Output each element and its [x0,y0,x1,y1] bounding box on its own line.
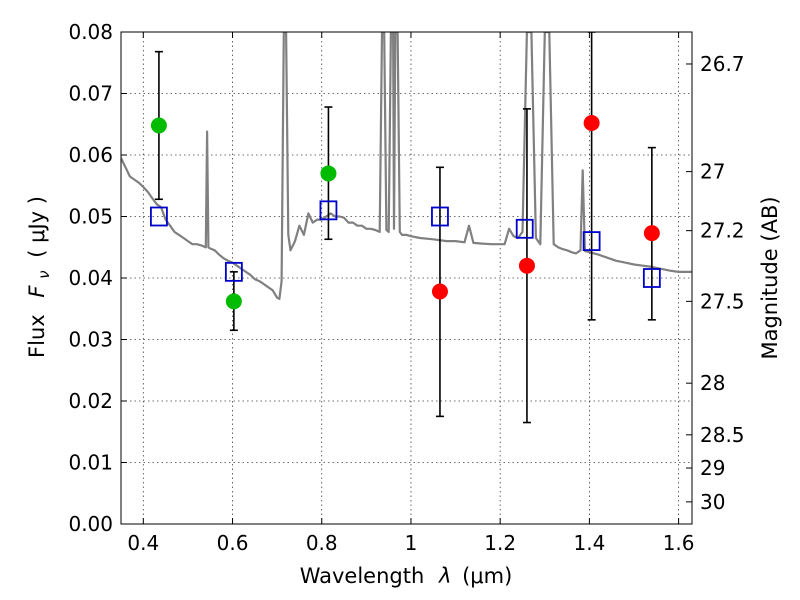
x-tick-label: 1.6 [663,531,695,555]
y2-tick-label: 29 [700,456,725,480]
y-tick-label: 0.06 [68,143,113,167]
y-axis-ticks: 0.00 0.01 0.02 0.03 0.04 0.05 0.06 0.07 0.08 [68,20,127,536]
y-tick-label: 0.00 [68,512,113,536]
green-data-point [150,117,167,134]
red-data-point [431,283,448,300]
y-tick-label: 0.07 [68,82,113,106]
y2-tick-label: 30 [700,490,725,514]
model-square-marker [224,261,243,282]
markers [150,115,661,310]
y-tick-label: 0.02 [68,389,113,413]
y2-tick-label: 27.5 [700,289,745,313]
x-tick-label: 0.4 [127,531,159,555]
y-tick-label: 0.01 [68,451,113,475]
x-axis-label: Wavelength λ (μm) [300,564,513,588]
y2-tick-label: 27.2 [700,219,745,243]
x-axis-ticks: 0.4 0.6 0.8 1 1.2 1.4 1.6 [127,32,695,555]
y-axis-label: Flux F ν ( μJy ) [25,196,54,358]
model-square-marker [431,206,449,227]
y2-tick-label: 26.7 [700,52,745,76]
green-data-point [225,293,242,310]
x-tick-label: 0.8 [306,531,338,555]
y-tick-label: 0.08 [68,20,113,44]
model-square-marker [515,218,534,239]
green-data-point [320,165,337,182]
y2-tick-label: 27 [700,160,725,184]
model-square-marker [319,200,338,221]
red-data-point [643,225,660,242]
x-tick-label: 1 [405,531,418,555]
y-tick-label: 0.04 [68,266,113,290]
y2-axis-ticks: 26.7 27 27.2 27.5 28 28.5 29 30 [686,52,745,514]
model-square-marker [582,231,601,252]
spectrum-line [121,32,692,300]
x-tick-label: 1.2 [484,531,516,555]
spectrum-series [121,32,692,300]
y2-tick-label: 28 [700,371,725,395]
y-tick-label: 0.03 [68,328,113,352]
red-data-point [583,115,600,132]
model-square-marker [150,206,168,227]
red-data-point [518,257,535,274]
y-tick-label: 0.05 [68,205,113,229]
y2-axis-label: Magnitude (AB) [758,196,782,359]
x-tick-label: 0.6 [217,531,249,555]
model-square-marker [642,268,661,288]
y2-tick-label: 28.5 [700,423,745,447]
grid [121,31,692,525]
x-tick-label: 1.4 [573,531,605,555]
